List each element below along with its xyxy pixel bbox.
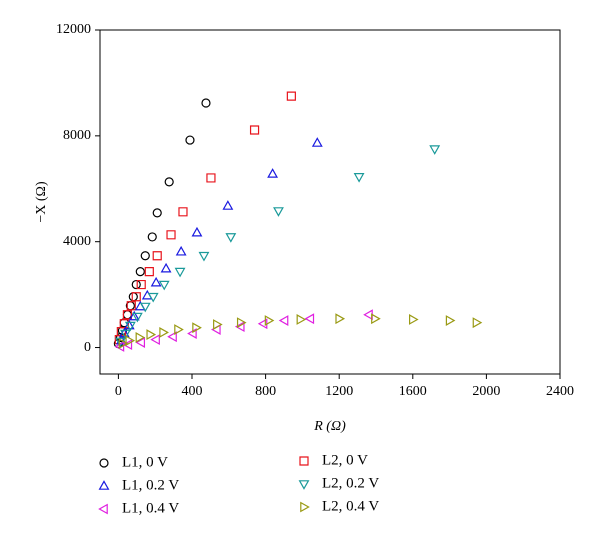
data-point (131, 312, 143, 323)
data-point (236, 317, 247, 329)
y-tick-label: 4000 (63, 234, 91, 249)
data-point (472, 317, 483, 329)
data-point (304, 313, 315, 325)
data-point (185, 135, 195, 145)
data-point (201, 98, 211, 108)
legend-marker (300, 501, 310, 513)
data-point (213, 319, 223, 330)
data-point (167, 331, 177, 343)
data-point (125, 301, 135, 311)
data-point (164, 177, 174, 187)
data-point (363, 309, 373, 321)
data-point (311, 137, 323, 147)
data-point (135, 337, 146, 348)
data-point (192, 322, 202, 334)
data-point (122, 310, 133, 320)
data-point (122, 339, 133, 351)
data-point (371, 313, 381, 325)
data-point (429, 145, 441, 155)
legend-label: L2, 0.2 V (322, 475, 379, 491)
data-point (147, 232, 157, 242)
x-tick-label: 1600 (399, 384, 427, 399)
data-point (178, 207, 188, 217)
data-point (353, 173, 365, 183)
data-point (128, 292, 138, 302)
data-point (234, 321, 245, 333)
legend-marker (99, 458, 109, 468)
legend-marker (98, 480, 110, 490)
x-tick-label: 400 (182, 384, 203, 399)
data-point (174, 324, 184, 335)
data-point (147, 292, 159, 303)
data-point (119, 329, 131, 340)
data-point (264, 315, 275, 326)
data-point (128, 310, 140, 321)
data-point (135, 267, 145, 277)
data-point (174, 267, 186, 278)
legend-marker (298, 480, 310, 490)
data-point (124, 321, 136, 332)
data-point (122, 310, 133, 320)
x-tick-label: 2000 (472, 384, 500, 399)
data-point (158, 280, 170, 291)
data-point (131, 279, 141, 290)
legend-marker (299, 456, 309, 466)
y-tick-label: 8000 (63, 128, 91, 143)
y-tick-label: 0 (84, 340, 91, 355)
data-point (273, 207, 284, 217)
data-point (135, 332, 146, 343)
data-point (206, 173, 216, 183)
x-tick-label: 800 (255, 384, 276, 399)
x-tick-label: 0 (115, 384, 122, 399)
data-point (131, 292, 141, 302)
legend-label: L1, 0.2 V (122, 477, 179, 493)
data-point (222, 200, 234, 210)
data-point (146, 329, 157, 340)
data-point (150, 334, 160, 346)
data-point (175, 245, 187, 256)
data-point (267, 168, 279, 178)
data-point (152, 251, 162, 261)
data-point (116, 327, 126, 337)
y-tick-label: 12000 (56, 22, 91, 37)
legend-marker (98, 503, 108, 515)
legend-label: L1, 0.4 V (122, 500, 179, 516)
data-point (152, 208, 162, 218)
data-point (150, 276, 162, 287)
data-point (296, 314, 307, 325)
data-point (335, 313, 346, 325)
data-point (409, 314, 419, 325)
x-axis-label: R (Ω) (313, 419, 346, 434)
legend-label: L1, 0 V (122, 454, 168, 470)
data-point (225, 233, 237, 243)
data-point (118, 338, 129, 349)
data-point (144, 266, 154, 277)
legend-label: L2, 0.4 V (322, 498, 379, 514)
x-tick-label: 2400 (546, 384, 574, 399)
data-point (286, 91, 296, 101)
data-point (187, 328, 197, 339)
data-point (139, 302, 151, 313)
data-point (445, 315, 456, 326)
x-tick-label: 1200 (325, 384, 353, 399)
data-point (136, 279, 146, 290)
data-point (249, 125, 260, 135)
data-point (159, 327, 169, 338)
data-point (125, 335, 136, 347)
plot-frame (99, 29, 561, 375)
data-point (198, 251, 210, 262)
data-point (160, 262, 172, 273)
data-point (140, 251, 150, 261)
data-point (278, 315, 289, 326)
data-point (141, 289, 153, 300)
y-axis-label: −X (Ω) (34, 181, 49, 223)
data-point (191, 226, 203, 237)
legend-label: L2, 0 V (322, 452, 368, 468)
data-point (166, 230, 176, 240)
